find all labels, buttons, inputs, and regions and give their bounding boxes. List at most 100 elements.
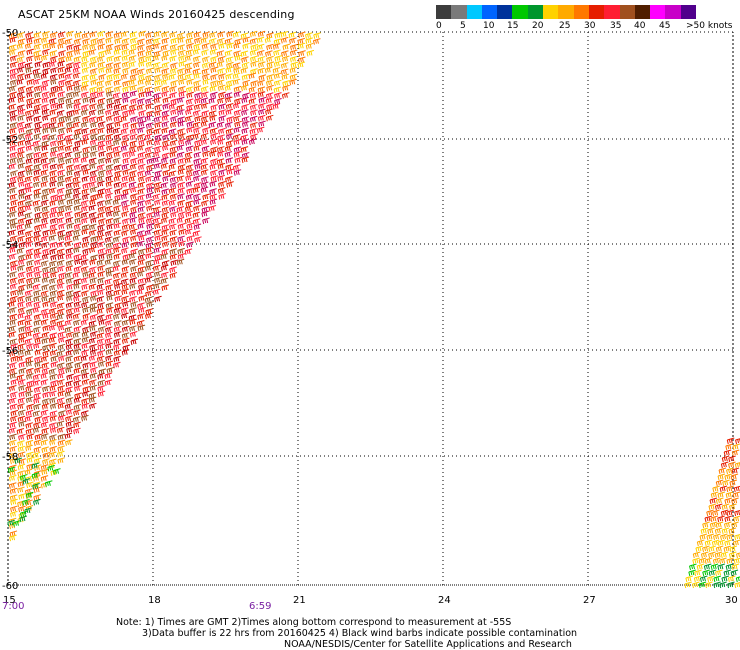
wind-barb [16, 66, 25, 74]
lat-label: -56 [2, 346, 18, 357]
wind-barb [49, 73, 58, 81]
wind-barb [185, 145, 194, 153]
wind-barb [73, 246, 81, 254]
wind-barb [33, 133, 42, 140]
map-frame [7, 31, 734, 586]
wind-barb [25, 396, 34, 404]
wind-barb [129, 282, 137, 290]
wind-barb [25, 32, 33, 39]
wind-barb [707, 527, 715, 535]
wind-barb [81, 138, 90, 146]
wind-barb [154, 222, 162, 230]
wind-barb [113, 246, 121, 254]
wind-barb [49, 50, 58, 57]
wind-barb [98, 319, 107, 326]
wind-barb [82, 146, 91, 154]
wind-barb [97, 108, 106, 116]
wind-barb [233, 67, 241, 74]
wind-barb [724, 497, 733, 505]
wind-barb [184, 67, 193, 75]
wind-barb [169, 133, 178, 140]
lat-label: -54 [2, 240, 18, 251]
wind-barb [152, 54, 161, 62]
time-label: 6:59 [249, 601, 271, 612]
wind-barb [97, 180, 105, 188]
wind-barb [9, 403, 18, 411]
wind-barb [185, 174, 193, 182]
wind-barb [90, 79, 98, 86]
wind-barb [97, 43, 106, 51]
wind-barb [88, 271, 97, 279]
wind-barb [193, 158, 201, 165]
wind-barb [128, 150, 137, 158]
wind-barb [97, 326, 106, 333]
wind-barb [184, 62, 193, 70]
wind-barb [17, 38, 26, 45]
wind-barb [114, 188, 123, 195]
wind-barb [281, 92, 290, 99]
wind-barb [192, 169, 201, 177]
wind-barb [73, 44, 82, 51]
wind-barb [202, 78, 211, 86]
wind-barb [241, 103, 249, 111]
colorbar-label: 0 [436, 21, 442, 31]
wind-barb [65, 247, 74, 255]
wind-barb [233, 85, 242, 93]
wind-barb [209, 48, 218, 56]
wind-barb [225, 163, 233, 171]
wind-barb [49, 349, 58, 357]
wind-barb [33, 175, 41, 183]
wind-barb [49, 223, 58, 231]
wind-barb [193, 175, 201, 182]
wind-barb [49, 91, 57, 98]
wind-barb [89, 330, 98, 338]
wind-barb [104, 205, 113, 213]
wind-barb [121, 54, 130, 62]
wind-barb [42, 344, 50, 352]
wind-barb [58, 234, 66, 242]
wind-barb [106, 55, 115, 63]
wind-barb [41, 253, 50, 261]
wind-barb [729, 545, 738, 553]
wind-barb [241, 61, 250, 69]
wind-barb [297, 31, 306, 39]
wind-barb [194, 163, 203, 170]
wind-barb [97, 224, 105, 231]
wind-barb [49, 42, 57, 50]
wind-barb [9, 372, 18, 380]
wind-barb [121, 295, 129, 303]
wind-barb [89, 372, 98, 380]
wind-barb [80, 253, 89, 261]
wind-barb [8, 397, 17, 405]
wind-barb [248, 97, 257, 105]
wind-barb [721, 575, 730, 583]
wind-barb [138, 60, 146, 68]
wind-barb [17, 451, 26, 459]
wind-barb [32, 426, 41, 434]
wind-barb [715, 545, 724, 553]
wind-barb [169, 248, 178, 255]
wind-barb [210, 175, 219, 182]
wind-barb [209, 180, 217, 188]
wind-barb [161, 206, 170, 214]
wind-barb [81, 342, 90, 350]
wind-barb [17, 312, 26, 320]
colorbar-label: 30 [584, 21, 596, 31]
wind-barb [232, 134, 241, 141]
wind-barb [169, 253, 178, 261]
wind-barb [9, 445, 18, 453]
wind-barb [65, 366, 73, 374]
wind-barb [154, 134, 163, 141]
wind-barb [33, 37, 42, 45]
wind-barb [128, 61, 137, 68]
wind-barb [33, 397, 41, 404]
wind-barb [89, 139, 98, 146]
wind-barb [241, 116, 250, 123]
wind-barb [112, 236, 121, 243]
wind-barb [49, 108, 57, 116]
wind-barb [734, 581, 740, 589]
wind-barb [154, 276, 162, 284]
wind-barb [64, 192, 73, 200]
note-line-2: 3)Data buffer is 22 hrs from 20160425 4)… [142, 628, 578, 639]
wind-barb [80, 211, 89, 219]
